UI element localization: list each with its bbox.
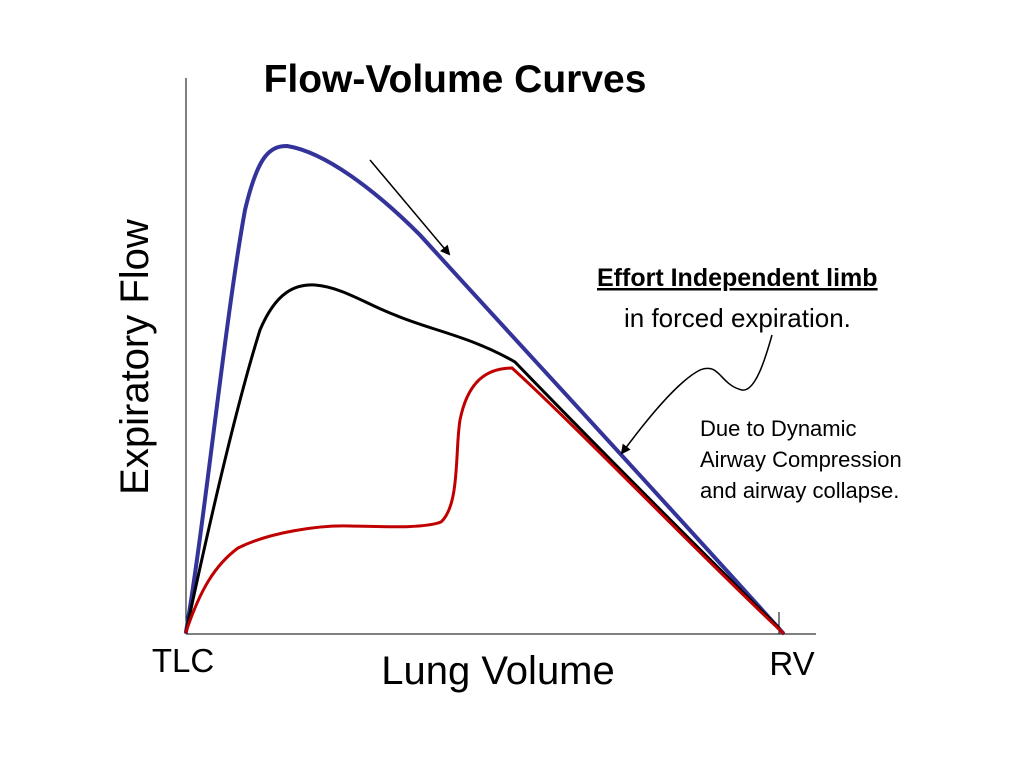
effort-independent-arrow xyxy=(369,159,451,256)
annotation-dynamic-line-3: and airway collapse. xyxy=(700,478,899,503)
annotation-effort-independent-heading: Effort Independent limb xyxy=(597,264,878,292)
annotation-effort-independent-text: in forced expiration. xyxy=(624,303,851,333)
y-axis-label: Expiratory Flow xyxy=(113,219,157,495)
chart-title: Flow-Volume Curves xyxy=(264,58,647,101)
submaximal-effort-curve xyxy=(184,283,781,634)
dynamic-compression-arrow xyxy=(620,334,773,455)
airway-collapse-curve xyxy=(184,366,785,635)
annotation-dynamic-line-2: Airway Compression xyxy=(700,447,902,472)
x-tick-label-tlc: TLC xyxy=(152,642,214,679)
annotation-dynamic-line-1: Due to Dynamic xyxy=(700,416,857,441)
maximal-effort-curve xyxy=(184,143,785,635)
x-tick-label-rv: RV xyxy=(769,645,814,682)
x-axis-label: Lung Volume xyxy=(381,649,615,693)
